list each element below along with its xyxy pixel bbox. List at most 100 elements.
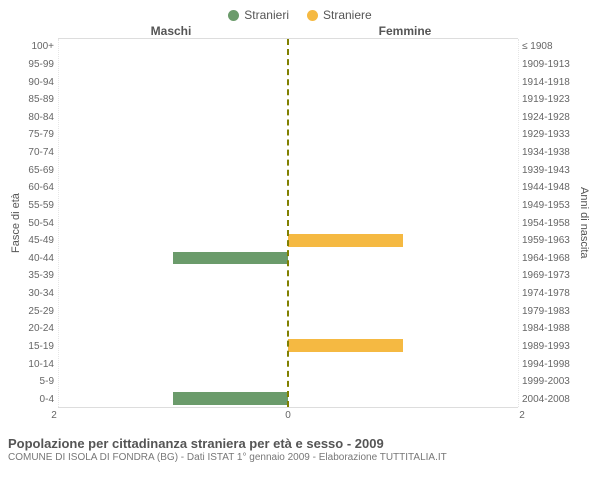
y-tick-right: 1969-1973 [522,267,576,285]
bar-row-female [288,232,518,250]
bar-row-female [288,372,518,390]
y-tick-left: 10-14 [24,355,54,373]
bar-row-male [58,197,288,215]
plot-area [58,38,518,408]
column-headers: Maschi Femmine [8,24,592,38]
bar-row-male [58,179,288,197]
bar-row-male [58,39,288,57]
bar-row-male [58,390,288,408]
legend-label-female: Straniere [323,8,372,22]
bar-row-male [58,232,288,250]
header-male: Maschi [54,24,288,38]
bar-row-female [288,127,518,145]
bar-row-male [58,337,288,355]
bar-female [288,234,403,247]
bar-row-female [288,214,518,232]
bar-male [173,392,288,405]
header-female: Femmine [288,24,522,38]
y-ticks-left: 100+95-9990-9485-8980-8475-7970-7465-696… [24,38,58,408]
legend-swatch-female [307,10,318,21]
bar-row-male [58,109,288,127]
bar-row-male [58,284,288,302]
y-tick-left: 15-19 [24,338,54,356]
bar-row-male [58,127,288,145]
y-axis-left-label: Fasce di età [8,38,24,408]
x-ticks: 202 [54,410,522,422]
y-tick-left: 30-34 [24,285,54,303]
legend-item-male: Stranieri [228,8,289,22]
y-tick-left: 50-54 [24,214,54,232]
bar-row-male [58,214,288,232]
plot-half-female [288,39,518,407]
bar-row-female [288,179,518,197]
bar-row-female [288,39,518,57]
y-tick-right: 1944-1948 [522,179,576,197]
y-tick-right: 1939-1943 [522,161,576,179]
y-tick-right: 1914-1918 [522,73,576,91]
y-tick-left: 5-9 [24,373,54,391]
bar-row-female [288,337,518,355]
y-tick-right: ≤ 1908 [522,38,576,56]
bar-row-female [288,74,518,92]
bar-row-female [288,355,518,373]
y-tick-right: 1989-1993 [522,338,576,356]
bar-row-female [288,267,518,285]
y-tick-right: 1924-1928 [522,109,576,127]
bar-row-male [58,302,288,320]
y-tick-right: 1949-1953 [522,197,576,215]
bar-row-female [288,302,518,320]
bar-row-female [288,320,518,338]
y-tick-right: 1959-1963 [522,232,576,250]
x-tick: 2 [519,410,525,421]
gridline [58,39,59,407]
y-tick-right: 1984-1988 [522,320,576,338]
y-tick-left: 85-89 [24,91,54,109]
bar-female [288,339,403,352]
y-tick-left: 35-39 [24,267,54,285]
y-axis-right-label: Anni di nascita [576,38,592,408]
bar-row-female [288,109,518,127]
bar-row-female [288,144,518,162]
bar-row-male [58,355,288,373]
y-tick-right: 1919-1923 [522,91,576,109]
x-axis: 202 [8,410,592,422]
y-tick-right: 1974-1978 [522,285,576,303]
x-tick: 2 [51,410,57,421]
y-tick-left: 70-74 [24,144,54,162]
bar-row-male [58,57,288,75]
y-tick-left: 90-94 [24,73,54,91]
y-tick-right: 1909-1913 [522,56,576,74]
legend: Stranieri Straniere [8,8,592,22]
y-tick-right: 1929-1933 [522,126,576,144]
y-tick-right: 1994-1998 [522,355,576,373]
y-tick-left: 40-44 [24,250,54,268]
caption: Popolazione per cittadinanza straniera p… [8,436,592,463]
bar-male [173,252,288,265]
y-tick-left: 75-79 [24,126,54,144]
y-tick-right: 1934-1938 [522,144,576,162]
bar-row-male [58,372,288,390]
plot-half-male [58,39,288,407]
bar-row-male [58,267,288,285]
bar-row-male [58,249,288,267]
y-tick-left: 65-69 [24,161,54,179]
y-tick-left: 0-4 [24,391,54,409]
bar-row-female [288,57,518,75]
y-tick-right: 1999-2003 [522,373,576,391]
bar-row-male [58,74,288,92]
bar-row-female [288,162,518,180]
y-tick-right: 1964-1968 [522,250,576,268]
y-tick-left: 20-24 [24,320,54,338]
y-tick-left: 95-99 [24,56,54,74]
bar-row-female [288,284,518,302]
chart: Fasce di età 100+95-9990-9485-8980-8475-… [8,38,592,408]
y-tick-left: 100+ [24,38,54,56]
y-tick-left: 60-64 [24,179,54,197]
bar-row-female [288,92,518,110]
caption-sub: COMUNE DI ISOLA DI FONDRA (BG) - Dati IS… [8,452,592,463]
bar-row-male [58,320,288,338]
legend-swatch-male [228,10,239,21]
gridline [518,39,519,407]
y-tick-left: 55-59 [24,197,54,215]
y-tick-right: 1979-1983 [522,302,576,320]
